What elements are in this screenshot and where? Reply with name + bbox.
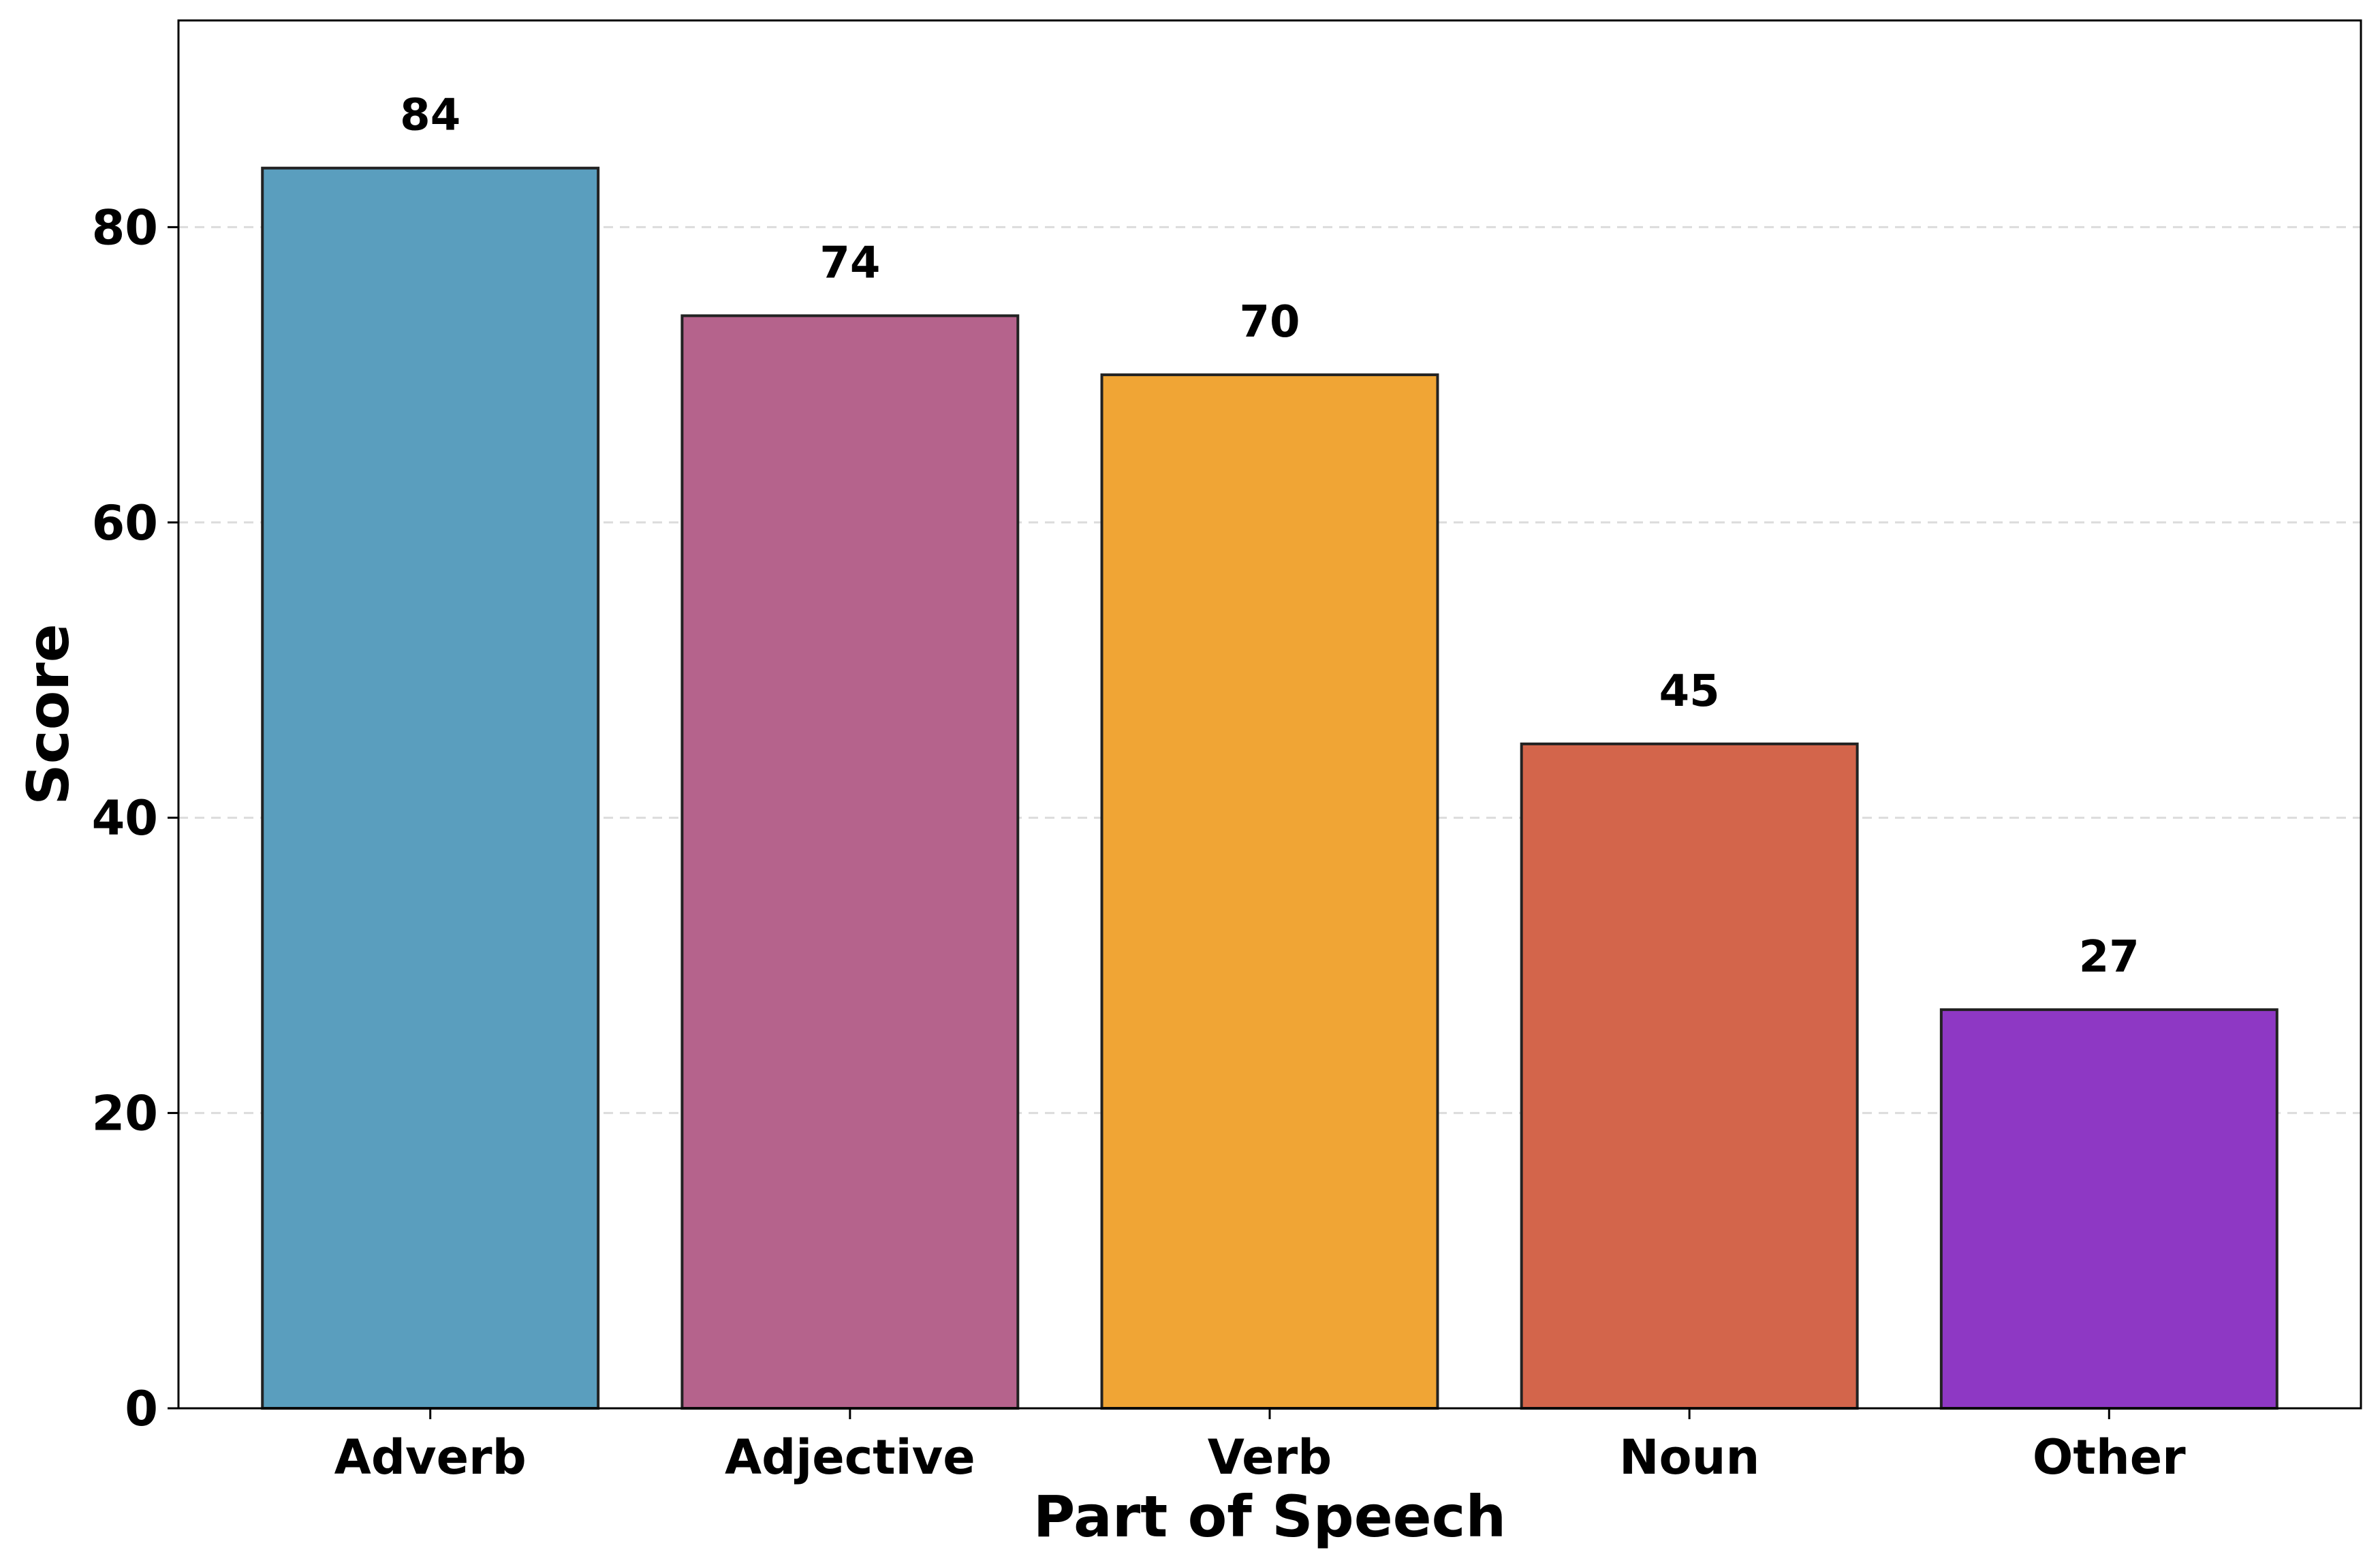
ticks: Adverb Adjective Verb Noun Other 0 20 40 60 80 xyxy=(92,200,2187,1485)
x-axis-title: Part of Speech xyxy=(1033,1483,1506,1550)
bar-verb[interactable] xyxy=(1100,373,1439,1410)
y-tick-label-60: 60 xyxy=(92,495,158,551)
y-tick-label-80: 80 xyxy=(92,200,158,255)
x-tick-label-adjective: Adjective xyxy=(725,1429,975,1485)
x-tick-label-other: Other xyxy=(2033,1429,2186,1485)
data-label-noun: 45 xyxy=(1659,666,1720,717)
bar-adjective[interactable] xyxy=(680,314,1020,1410)
y-axis-title: Score xyxy=(15,623,82,805)
x-tick-label-verb: Verb xyxy=(1208,1429,1332,1485)
data-label-adverb: 84 xyxy=(400,91,460,141)
y-tick-label-0: 0 xyxy=(125,1381,158,1437)
y-tick-label-40: 40 xyxy=(92,790,158,846)
data-label-verb: 70 xyxy=(1239,297,1300,347)
x-tick-label-adverb: Adverb xyxy=(334,1429,527,1485)
bar-other[interactable] xyxy=(1939,1008,2279,1410)
bar-noun[interactable] xyxy=(1520,742,1859,1410)
data-label-adjective: 74 xyxy=(819,238,880,288)
data-labels: 84 74 70 45 27 xyxy=(400,91,2140,982)
data-label-other: 27 xyxy=(2079,932,2140,982)
bar-adverb[interactable] xyxy=(261,166,600,1410)
x-tick-label-noun: Noun xyxy=(1619,1429,1759,1485)
y-tick-label-20: 20 xyxy=(92,1086,158,1142)
